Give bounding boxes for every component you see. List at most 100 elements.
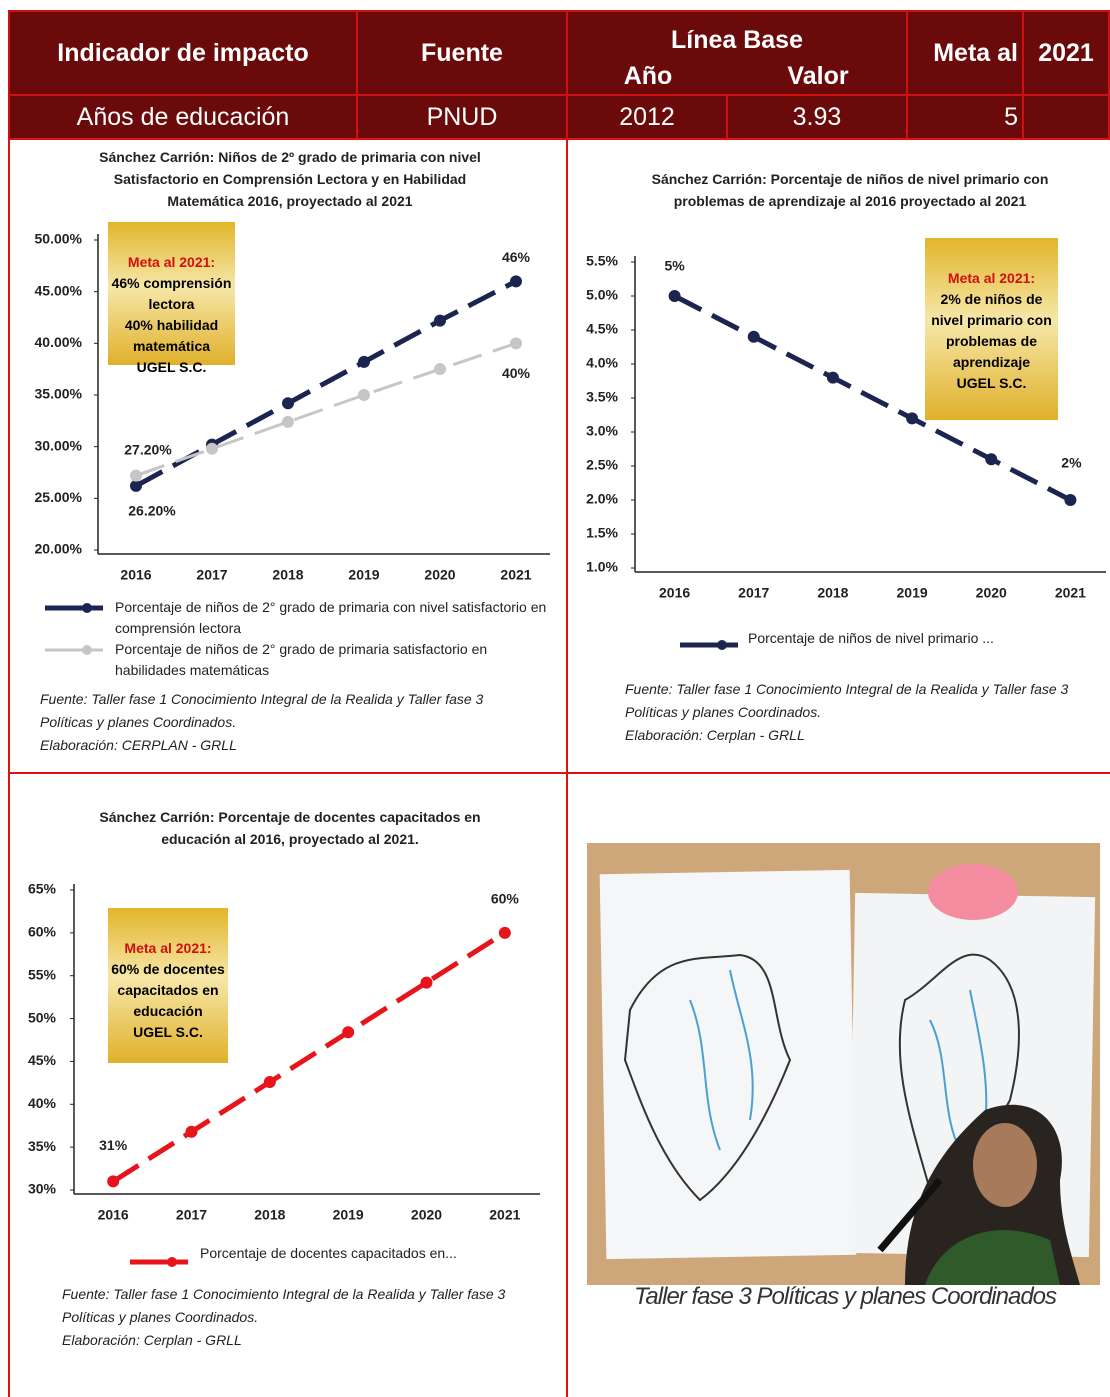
- y-tick-label: 60%: [28, 924, 57, 940]
- y-tick-label: 25.00%: [35, 489, 83, 505]
- x-tick-label: 2017: [738, 585, 769, 601]
- y-tick-label: 5.0%: [586, 287, 618, 303]
- y-tick-label: 35.00%: [35, 386, 83, 402]
- annotation-line: 40% habilidad matemática: [108, 315, 235, 357]
- data-point: [985, 453, 997, 465]
- data-point: [107, 1175, 119, 1187]
- data-point: [510, 275, 522, 287]
- x-tick-label: 2018: [817, 585, 848, 601]
- legend-marker: [167, 1257, 177, 1267]
- data-label: 27.20%: [124, 441, 172, 457]
- chart-title: Sánchez Carrión: Porcentaje de docentes …: [80, 806, 500, 850]
- x-tick-label: 2016: [120, 567, 151, 583]
- annotation-box: Meta al 2021:60% de docentes capacitados…: [108, 908, 228, 1063]
- y-tick-label: 30%: [28, 1181, 57, 1197]
- data-label: 5%: [664, 258, 685, 274]
- data-point: [282, 397, 294, 409]
- x-tick-label: 2019: [348, 567, 379, 583]
- y-tick-label: 35%: [28, 1138, 57, 1154]
- data-point: [130, 480, 142, 492]
- legend-marker: [717, 640, 727, 650]
- annotation-line: UGEL S.C.: [108, 357, 235, 378]
- x-tick-label: 2021: [489, 1207, 520, 1223]
- x-tick-label: 2020: [976, 585, 1007, 601]
- data-point: [1064, 494, 1076, 506]
- y-tick-label: 50.00%: [35, 231, 83, 247]
- y-tick-label: 45.00%: [35, 282, 83, 298]
- data-label: 60%: [491, 891, 520, 907]
- data-point: [434, 363, 446, 375]
- chart-title: Sánchez Carrión: Porcentaje de niños de …: [640, 168, 1060, 212]
- annotation-line: 60% de docentes capacitados en educación: [108, 959, 228, 1022]
- annotation-line: UGEL S.C.: [108, 1022, 228, 1043]
- chart-title: Sánchez Carrión: Niños de 2º grado de pr…: [80, 146, 500, 212]
- y-tick-label: 3.5%: [586, 389, 618, 405]
- y-tick-label: 20.00%: [35, 541, 83, 557]
- x-tick-label: 2016: [98, 1207, 129, 1223]
- data-point: [499, 927, 511, 939]
- source-text: Fuente: Taller fase 1 Conocimiento Integ…: [62, 1283, 522, 1329]
- y-tick-label: 5.5%: [586, 253, 618, 269]
- y-tick-label: 2.5%: [586, 457, 618, 473]
- annotation-line: 46% comprensión lectora: [108, 273, 235, 315]
- y-tick-label: 55%: [28, 966, 57, 982]
- y-tick-label: 45%: [28, 1052, 57, 1068]
- data-point: [264, 1076, 276, 1088]
- data-label: 31%: [99, 1137, 128, 1153]
- legend-entry: Porcentaje de niños de nivel primario ..…: [748, 628, 1088, 649]
- data-point: [206, 443, 218, 455]
- source-text: Fuente: Taller fase 1 Conocimiento Integ…: [40, 688, 540, 734]
- x-tick-label: 2018: [254, 1207, 285, 1223]
- annotation-line: 2% de niños de nivel primario con proble…: [925, 289, 1058, 373]
- y-tick-label: 2.0%: [586, 491, 618, 507]
- data-point: [748, 331, 760, 343]
- data-point: [827, 372, 839, 384]
- x-tick-label: 2019: [333, 1207, 364, 1223]
- page: Indicador de impacto Fuente Línea Base A…: [0, 0, 1110, 1397]
- y-tick-label: 65%: [28, 881, 57, 897]
- legend-entry: Porcentaje de niños de 2° grado de prima…: [115, 597, 555, 639]
- legend-entry: Porcentaje de niños de 2° grado de prima…: [115, 639, 555, 681]
- data-point: [421, 977, 433, 989]
- photo-caption: Taller fase 3 Políticas y planes Coordin…: [587, 1283, 1103, 1311]
- x-tick-label: 2016: [659, 585, 690, 601]
- legend-entry: Porcentaje de docentes capacitados en...: [200, 1243, 540, 1264]
- data-label: 26.20%: [128, 503, 176, 519]
- x-tick-label: 2020: [424, 567, 455, 583]
- y-tick-label: 40.00%: [35, 334, 83, 350]
- x-tick-label: 2018: [272, 567, 303, 583]
- y-tick-label: 4.0%: [586, 355, 618, 371]
- annotation-title: Meta al 2021:: [925, 268, 1058, 289]
- y-tick-label: 1.0%: [586, 559, 618, 575]
- x-tick-label: 2017: [196, 567, 227, 583]
- legend-marker: [82, 645, 92, 655]
- legend-marker: [82, 603, 92, 613]
- data-label: 46%: [502, 249, 531, 265]
- source-text: Fuente: Taller fase 1 Conocimiento Integ…: [625, 678, 1095, 724]
- source-text: Elaboración: Cerplan - GRLL: [625, 724, 1095, 747]
- y-tick-label: 50%: [28, 1009, 57, 1025]
- data-point: [434, 315, 446, 327]
- data-label: 2%: [1061, 455, 1082, 471]
- source-text: Elaboración: CERPLAN - GRLL: [40, 734, 540, 757]
- photo: [587, 843, 1100, 1285]
- source-text: Elaboración: Cerplan - GRLL: [62, 1329, 522, 1352]
- y-tick-label: 30.00%: [35, 437, 83, 453]
- data-point: [342, 1026, 354, 1038]
- annotation-title: Meta al 2021:: [108, 252, 235, 273]
- annotation-title: Meta al 2021:: [108, 938, 228, 959]
- data-point: [669, 290, 681, 302]
- data-point: [358, 356, 370, 368]
- x-tick-label: 2021: [1055, 585, 1086, 601]
- data-point: [282, 416, 294, 428]
- x-tick-label: 2020: [411, 1207, 442, 1223]
- x-tick-label: 2021: [500, 567, 531, 583]
- data-point: [510, 337, 522, 349]
- data-point: [130, 470, 142, 482]
- annotation-line: UGEL S.C.: [925, 373, 1058, 394]
- data-label: 40%: [502, 365, 531, 381]
- x-tick-label: 2017: [176, 1207, 207, 1223]
- x-tick-label: 2019: [897, 585, 928, 601]
- data-point: [186, 1126, 198, 1138]
